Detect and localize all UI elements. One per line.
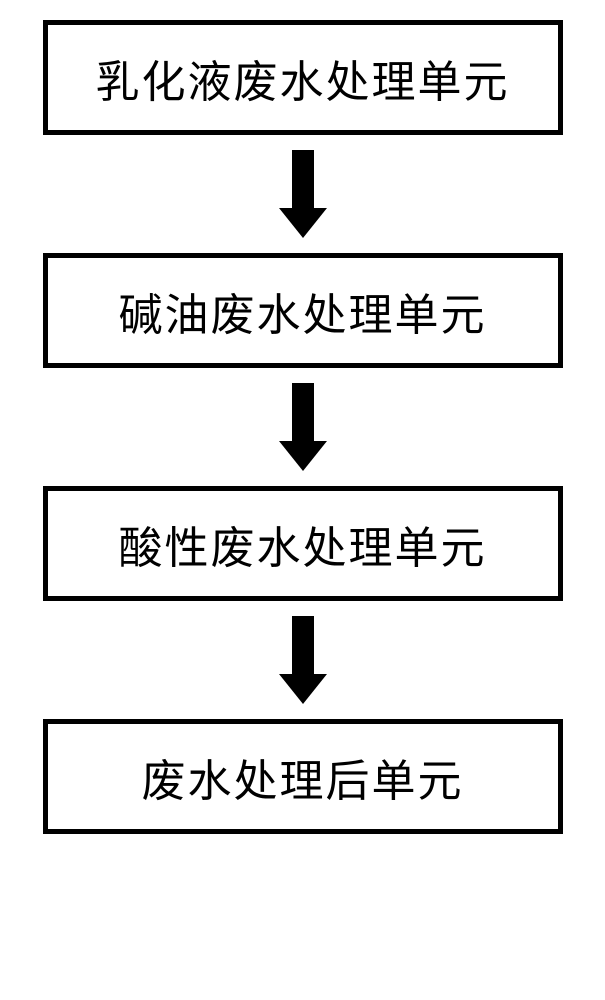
flow-node-2: 碱油废水处理单元 [43,253,563,368]
flow-arrow-1 [279,150,327,238]
arrow-head-icon [279,208,327,238]
flow-node-4-label: 废水处理后单元 [142,745,464,809]
flow-node-3: 酸性废水处理单元 [43,486,563,601]
flow-node-3-label: 酸性废水处理单元 [119,512,487,576]
arrow-head-icon [279,674,327,704]
flow-node-2-label: 碱油废水处理单元 [119,279,487,343]
arrow-head-icon [279,441,327,471]
flow-node-4: 废水处理后单元 [43,719,563,834]
arrow-shaft [292,150,314,210]
flow-arrow-3 [279,616,327,704]
flow-node-1: 乳化液废水处理单元 [43,20,563,135]
flow-node-1-label: 乳化液废水处理单元 [96,46,510,110]
arrow-shaft [292,616,314,676]
flowchart-container: 乳化液废水处理单元 碱油废水处理单元 酸性废水处理单元 废水处理后单元 [0,0,605,834]
arrow-shaft [292,383,314,443]
flow-arrow-2 [279,383,327,471]
